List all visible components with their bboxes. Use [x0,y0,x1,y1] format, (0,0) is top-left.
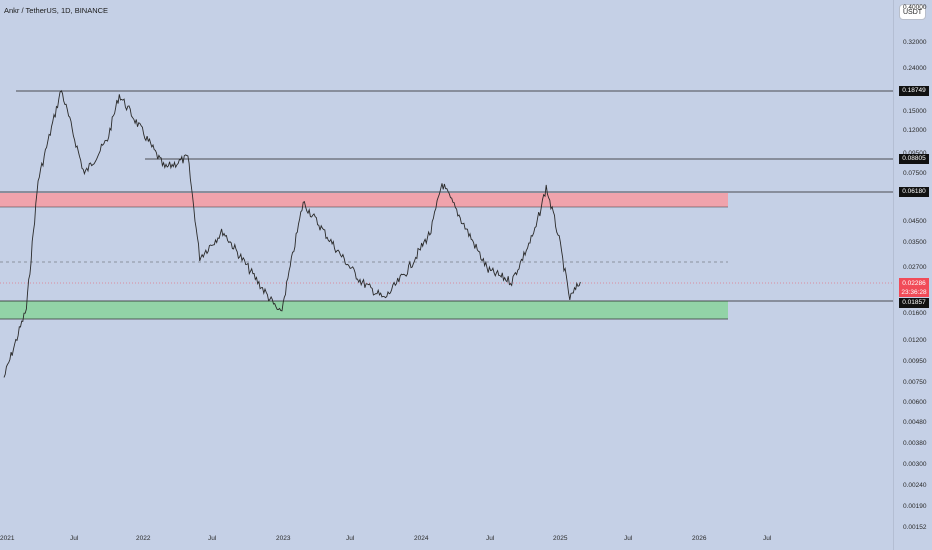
time-axis-label: Jul [208,535,217,542]
resistance-zone [0,193,728,207]
price-tick-label: 0.00190 [903,503,927,510]
time-axis-label: Jul [346,535,355,542]
time-axis-label: 2025 [553,535,568,542]
support-zone [0,301,728,319]
current-price-tag: 0.02286 23:36:28 [899,278,929,297]
price-tick-label: 0.00240 [903,482,927,489]
price-scale-divider [893,0,894,550]
price-tick-label: 0.01600 [903,310,927,317]
price-tick-label: 0.03500 [903,239,927,246]
time-axis-label: Jul [624,535,633,542]
currency-button[interactable]: USDT [899,4,926,20]
symbol-title: Ankr / TetherUS, 1D, BINANCE [4,6,109,15]
bar-countdown: 23:36:28 [901,289,927,296]
time-axis-label: 2021 [0,535,15,542]
level-tag: 0.18749 [899,86,929,96]
price-tick-label: 0.00300 [903,461,927,468]
time-axis-label: 2023 [276,535,291,542]
price-tick-label: 0.00750 [903,379,927,386]
price-tick-label: 0.02700 [903,264,927,271]
price-tick-label: 0.00380 [903,440,927,447]
price-tick-label: 0.12000 [903,127,927,134]
level-tag: 0.01857 [899,298,929,308]
price-tick-label: 0.01200 [903,337,927,344]
price-tick-label: 0.40000 [903,4,927,11]
price-tick-label: 0.24000 [903,65,927,72]
price-tick-label: 0.04500 [903,218,927,225]
price-series-line [3,89,581,378]
time-axis-label: 2026 [692,535,707,542]
current-price-value: 0.02286 [902,280,926,287]
level-tag: 0.08805 [899,154,929,164]
time-axis-label: Jul [70,535,79,542]
price-tick-label: 0.00950 [903,358,927,365]
time-axis-label: Jul [763,535,772,542]
price-tick-label: 0.00600 [903,399,927,406]
price-tick-label: 0.15000 [903,108,927,115]
level-tag: 0.06180 [899,187,929,197]
price-tick-label: 0.07500 [903,170,927,177]
time-axis-label: 2022 [136,535,151,542]
price-tick-label: 0.00480 [903,419,927,426]
time-axis-label: Jul [486,535,495,542]
time-axis-label: 2024 [414,535,429,542]
price-tick-label: 0.32000 [903,39,927,46]
price-tick-label: 0.00152 [903,524,927,531]
